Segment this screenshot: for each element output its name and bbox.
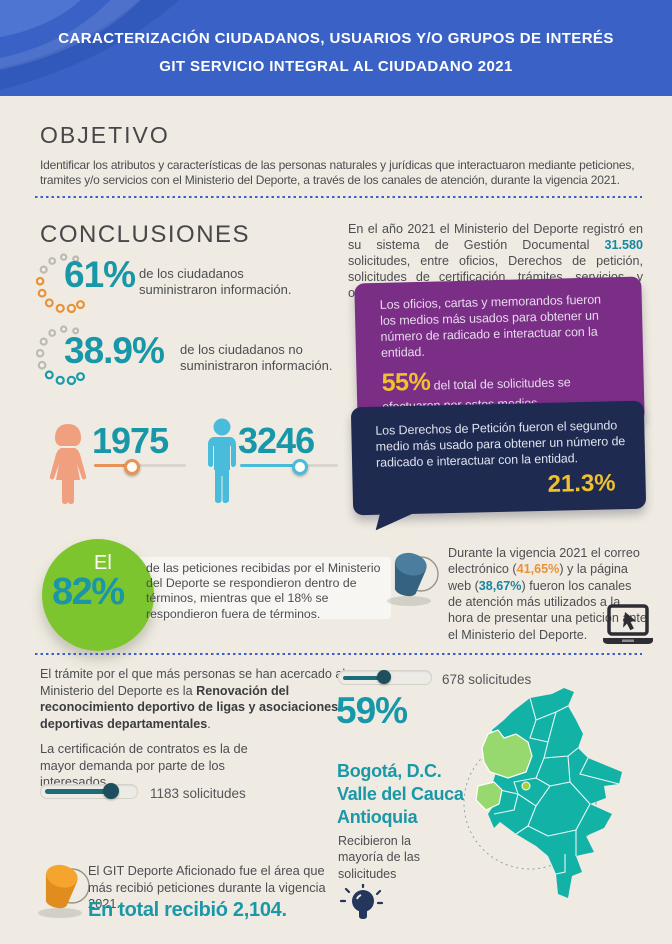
page-title-line1: CARACTERIZACIÓN CIUDADANOS, USUARIOS Y/O… (58, 30, 614, 47)
conclusiones-heading: CONCLUSIONES (40, 221, 251, 248)
certificacion-progress-bar (40, 783, 138, 799)
canales-text-3: ) fueron los canales de atención más uti… (448, 578, 647, 642)
speech-bubble-derechos: Los Derechos de Petición fueron el segun… (350, 400, 647, 515)
map-bogota-marker-dot (521, 781, 531, 791)
canales-email-pct: 41,65% (516, 562, 560, 577)
male-slider-fill (240, 464, 298, 467)
colombia-map (463, 688, 622, 898)
geo-places: Bogotá, D.C. Valle del Cauca Antioquia (337, 760, 464, 829)
stat-61-label: de los ciudadanos suministraron informac… (139, 266, 292, 298)
geo-progress-fill (343, 675, 387, 680)
dotted-arc-icon (36, 253, 85, 314)
tramite-text-pre: El trámite por el que más personas se ha… (40, 667, 346, 698)
terminos-circle: El 82% (42, 539, 154, 651)
male-icon (208, 418, 236, 503)
male-slider-knob (292, 459, 308, 475)
geo-value: 59% (336, 690, 408, 731)
objetivo-heading: OBJETIVO (40, 122, 170, 148)
dotted-separator (35, 196, 642, 198)
git-total: En total recibió 2,104. (88, 899, 287, 921)
terminos-value: 82% (52, 571, 125, 613)
canales-paragraph: Durante la vigencia 2021 el correo elect… (448, 545, 648, 643)
geo-bar-label: 678 solicitudes (442, 672, 532, 687)
wave-decoration-icon (0, 0, 180, 90)
canales-text-2: ) y la página web ( (448, 562, 628, 593)
certificacion-bar-label: 1183 solicitudes (150, 786, 246, 801)
geo-place-valle: Valle del Cauca (337, 784, 464, 804)
header-banner: CARACTERIZACIÓN CIUDADANOS, USUARIOS Y/O… (0, 0, 672, 96)
bubble-oficios-body: Los oficios, cartas y memorandos fueron … (379, 292, 602, 360)
stat-389-value: 38.9% (64, 330, 165, 371)
stat-61-value: 61% (64, 254, 136, 295)
registro-total-value: 31.580 (604, 238, 643, 253)
registro-text-pre: En el año 2021 el Ministerio del Deporte… (348, 222, 643, 253)
geo-progress-knob (377, 670, 391, 684)
git-paragraph: El GIT Deporte Aficionado fue el área qu… (88, 863, 326, 912)
dotted-separator (35, 653, 642, 655)
map-dotted-circle (463, 736, 597, 870)
tramite-highlight: Renovación del reconocimiento deportivo … (40, 683, 339, 731)
female-slider-fill (94, 464, 130, 467)
map-valle-highlight (475, 781, 503, 811)
geo-progress-bar (338, 670, 432, 685)
bubble-derechos-body: Los Derechos de Petición fueron el segun… (375, 418, 626, 470)
tramite-paragraph: El trámite por el que más personas se ha… (40, 666, 348, 732)
lightbulb-icon (339, 884, 384, 919)
geo-place-antioquia: Antioquia (337, 807, 418, 827)
terminos-card (133, 557, 391, 619)
bubble-oficios-value: 55% (381, 367, 431, 397)
male-slider (240, 459, 338, 475)
female-icon (49, 424, 87, 504)
female-slider-knob (124, 459, 140, 475)
bubble-derechos-value: 21.3% (547, 468, 616, 498)
certificacion-progress-fill (45, 789, 115, 794)
female-count: 1975 (92, 420, 169, 461)
terminos-prefix: El (94, 552, 112, 574)
pushpin-icon-orange (38, 864, 90, 918)
male-count: 3246 (238, 420, 315, 461)
canales-text-1: Durante la vigencia 2021 el correo elect… (448, 546, 640, 577)
certificacion-progress-knob (103, 783, 119, 799)
page-title-line2: GIT SERVICIO INTEGRAL AL CIUDADANO 2021 (159, 58, 513, 75)
certificacion-paragraph: La certificación de contratos es la de m… (40, 741, 248, 790)
pushpin-icon (387, 552, 439, 606)
dotted-arc-icon (36, 325, 85, 386)
geo-caption: Recibieron la mayoría de las solicitudes (338, 834, 420, 881)
terminos-body: de las peticiones recibidas por el Minis… (146, 561, 381, 621)
female-slider (94, 459, 186, 475)
tramite-text-post: . (207, 716, 211, 731)
laptop-cursor-icon (603, 604, 653, 644)
canales-web-pct: 38,67% (478, 578, 522, 593)
map-antioquia-highlight (481, 729, 533, 779)
objetivo-body: Identificar los atributos y característi… (40, 158, 635, 188)
geo-place-bogota: Bogotá, D.C. (337, 761, 442, 781)
stat-389-label: de los ciudadanos no suministraron infor… (180, 342, 333, 374)
